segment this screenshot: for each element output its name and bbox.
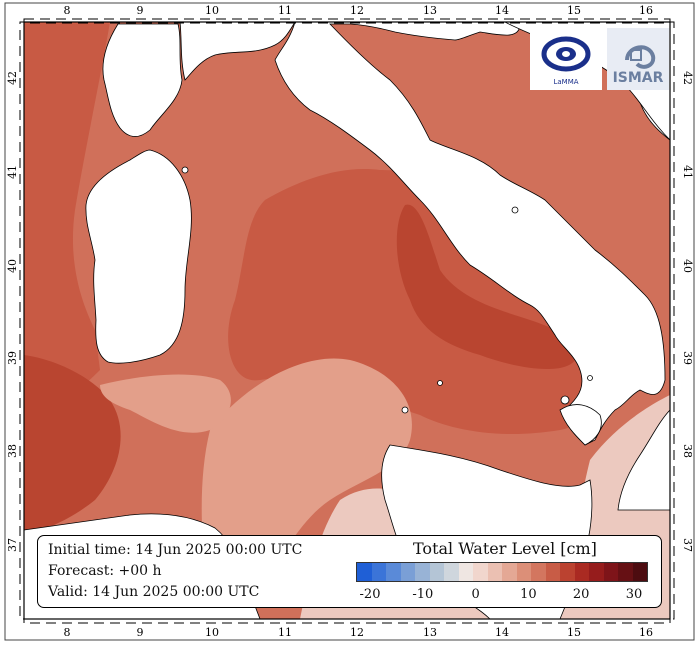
lon-tick-label: 11 <box>278 4 292 17</box>
map-plot-area <box>24 22 670 619</box>
lamma-logo: LaMMA <box>530 28 602 90</box>
colorbar-swatch <box>400 563 415 581</box>
colorbar-title: Total Water Level [cm] <box>413 539 597 558</box>
colorbar-swatch <box>603 563 618 581</box>
lat-tick-label: 42 <box>681 71 694 85</box>
lon-tick-label: 8 <box>64 4 71 17</box>
lat-tick-label: 40 <box>6 259 19 273</box>
lat-tick-label: 41 <box>681 165 694 179</box>
lon-tick-label: 11 <box>278 626 292 639</box>
ismar-logo-icon <box>607 28 669 90</box>
lamma-logo-icon <box>541 36 591 72</box>
lat-tick-label: 37 <box>681 538 694 552</box>
sea-level-band-southwest <box>24 355 121 535</box>
colorbar-tick-label: 30 <box>625 587 643 602</box>
lat-tick-label: 39 <box>6 351 19 365</box>
lat-tick-label: 38 <box>681 444 694 458</box>
land-italy-mainland <box>274 22 670 446</box>
island-maddalena <box>181 166 189 174</box>
colorbar-swatch <box>502 563 517 581</box>
lon-tick-label: 13 <box>423 626 437 639</box>
sea-level-band-peak <box>396 204 576 370</box>
lon-tick-label: 13 <box>423 4 437 17</box>
land-calabria <box>559 404 602 446</box>
frame-right <box>669 21 675 620</box>
ismar-logo-text: ISMAR <box>612 70 664 86</box>
colorbar-swatch <box>429 563 444 581</box>
lon-tick-label: 12 <box>350 626 364 639</box>
colorbar-swatch <box>589 563 604 581</box>
valid-time-label: Valid: 14 Jun 2025 00:00 UTC <box>48 584 260 600</box>
colorbar-tick-label: 0 <box>471 587 480 602</box>
island-campania <box>511 206 519 214</box>
lat-tick-label: 40 <box>681 259 694 273</box>
sea-level-band-west <box>24 22 110 430</box>
forecast-label: Forecast: +00 h <box>48 563 162 579</box>
frame-left <box>19 21 25 620</box>
info-legend-box: Initial time: 14 Jun 2025 00:00 UTC Fore… <box>37 535 662 608</box>
lon-tick-label: 9 <box>137 4 144 17</box>
lat-tick-label: 41 <box>6 165 19 179</box>
colorbar-swatch <box>560 563 575 581</box>
colorbar-swatch <box>531 563 546 581</box>
lon-tick-labels-bottom: 8 9 10 11 12 13 14 15 16 <box>64 626 654 639</box>
colorbar-tick-label: -10 <box>412 587 434 602</box>
lon-tick-labels-top: 8 9 10 11 12 13 14 15 16 <box>64 4 654 17</box>
lat-tick-label: 38 <box>6 444 19 458</box>
colorbar-tick-label: 20 <box>572 587 590 602</box>
frame-bottom <box>23 618 671 624</box>
colorbar-swatch <box>632 563 647 581</box>
lon-tick-label: 10 <box>205 4 219 17</box>
lon-tick-label: 16 <box>639 4 653 17</box>
initial-time-label: Initial time: 14 Jun 2025 00:00 UTC <box>48 542 303 558</box>
island-ustica <box>437 380 443 386</box>
lat-tick-label: 42 <box>6 71 19 85</box>
colorbar-swatch <box>458 563 473 581</box>
lon-tick-label: 15 <box>567 626 581 639</box>
colorbar-swatch <box>415 563 430 581</box>
lon-tick-label: 10 <box>205 626 219 639</box>
colorbar-swatch <box>545 563 560 581</box>
colorbar-tick-label: 10 <box>520 587 537 602</box>
land-greece <box>617 409 670 511</box>
lat-tick-labels-right: 42 41 40 39 38 37 <box>681 71 694 552</box>
colorbar-swatch <box>618 563 633 581</box>
island-aeolian <box>560 395 570 405</box>
colorbar-tick-label: -20 <box>359 587 381 602</box>
colorbar-swatch <box>444 563 459 581</box>
lon-tick-label: 14 <box>495 626 509 639</box>
colorbar-swatch <box>371 563 386 581</box>
sea-level-band-sardinia-south <box>100 374 231 433</box>
lamma-logo-text: LaMMA <box>553 78 579 86</box>
frame-top <box>23 18 671 24</box>
colorbar-swatch <box>357 563 372 581</box>
lon-tick-label: 15 <box>567 4 581 17</box>
land-sardinia <box>85 149 192 364</box>
land-corsica <box>102 23 183 137</box>
lon-tick-label: 16 <box>639 626 653 639</box>
lat-tick-label: 37 <box>6 538 19 552</box>
colorbar-swatch <box>386 563 401 581</box>
lon-tick-label: 12 <box>350 4 364 17</box>
lat-tick-labels-left: 42 41 40 39 38 37 <box>6 71 19 552</box>
island-stromboli <box>587 375 593 381</box>
ismar-logo: ISMAR <box>607 28 669 90</box>
land-italy-north <box>179 22 296 81</box>
colorbar-swatch <box>473 563 488 581</box>
colorbar <box>356 562 648 582</box>
colorbar-swatch <box>574 563 589 581</box>
colorbar-swatch <box>487 563 502 581</box>
island-egadi <box>401 406 409 414</box>
lat-tick-label: 39 <box>681 351 694 365</box>
colorbar-swatch <box>516 563 531 581</box>
lon-tick-label: 8 <box>64 626 71 639</box>
lon-tick-label: 9 <box>137 626 144 639</box>
lon-tick-label: 14 <box>495 4 509 17</box>
